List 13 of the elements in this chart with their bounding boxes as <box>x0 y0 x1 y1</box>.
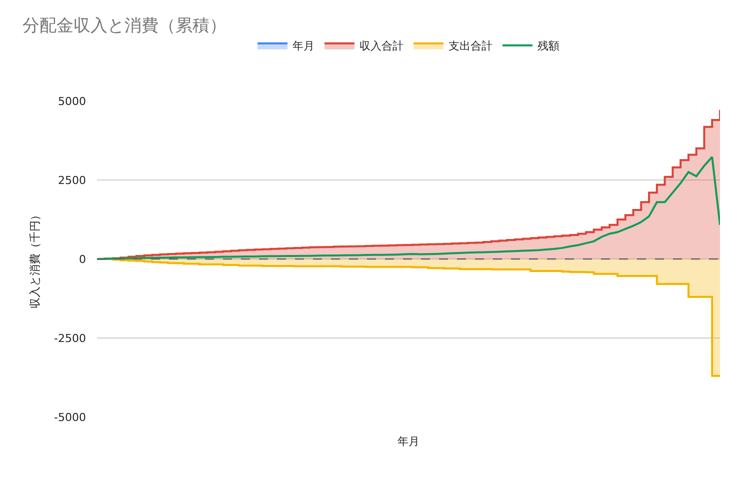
line-series <box>97 156 720 260</box>
y-axis-title: 収入と消費（千円） <box>28 210 42 308</box>
y-tick-label: 2500 <box>58 174 86 187</box>
legend-label: 残額 <box>538 40 560 53</box>
chart-title: 分配金収入と消費（累積） <box>22 16 226 36</box>
legend-label: 支出合計 <box>448 40 492 53</box>
y-tick-label: 5000 <box>58 94 86 108</box>
y-tick-label: -2500 <box>54 332 86 345</box>
y-tick-label: -5000 <box>54 410 86 424</box>
legend-label: 収入合計 <box>360 40 404 53</box>
y-tick-label: 0 <box>79 252 86 266</box>
x-axis-title: 年月 <box>398 435 420 448</box>
legend-label: 年月 <box>292 40 314 53</box>
